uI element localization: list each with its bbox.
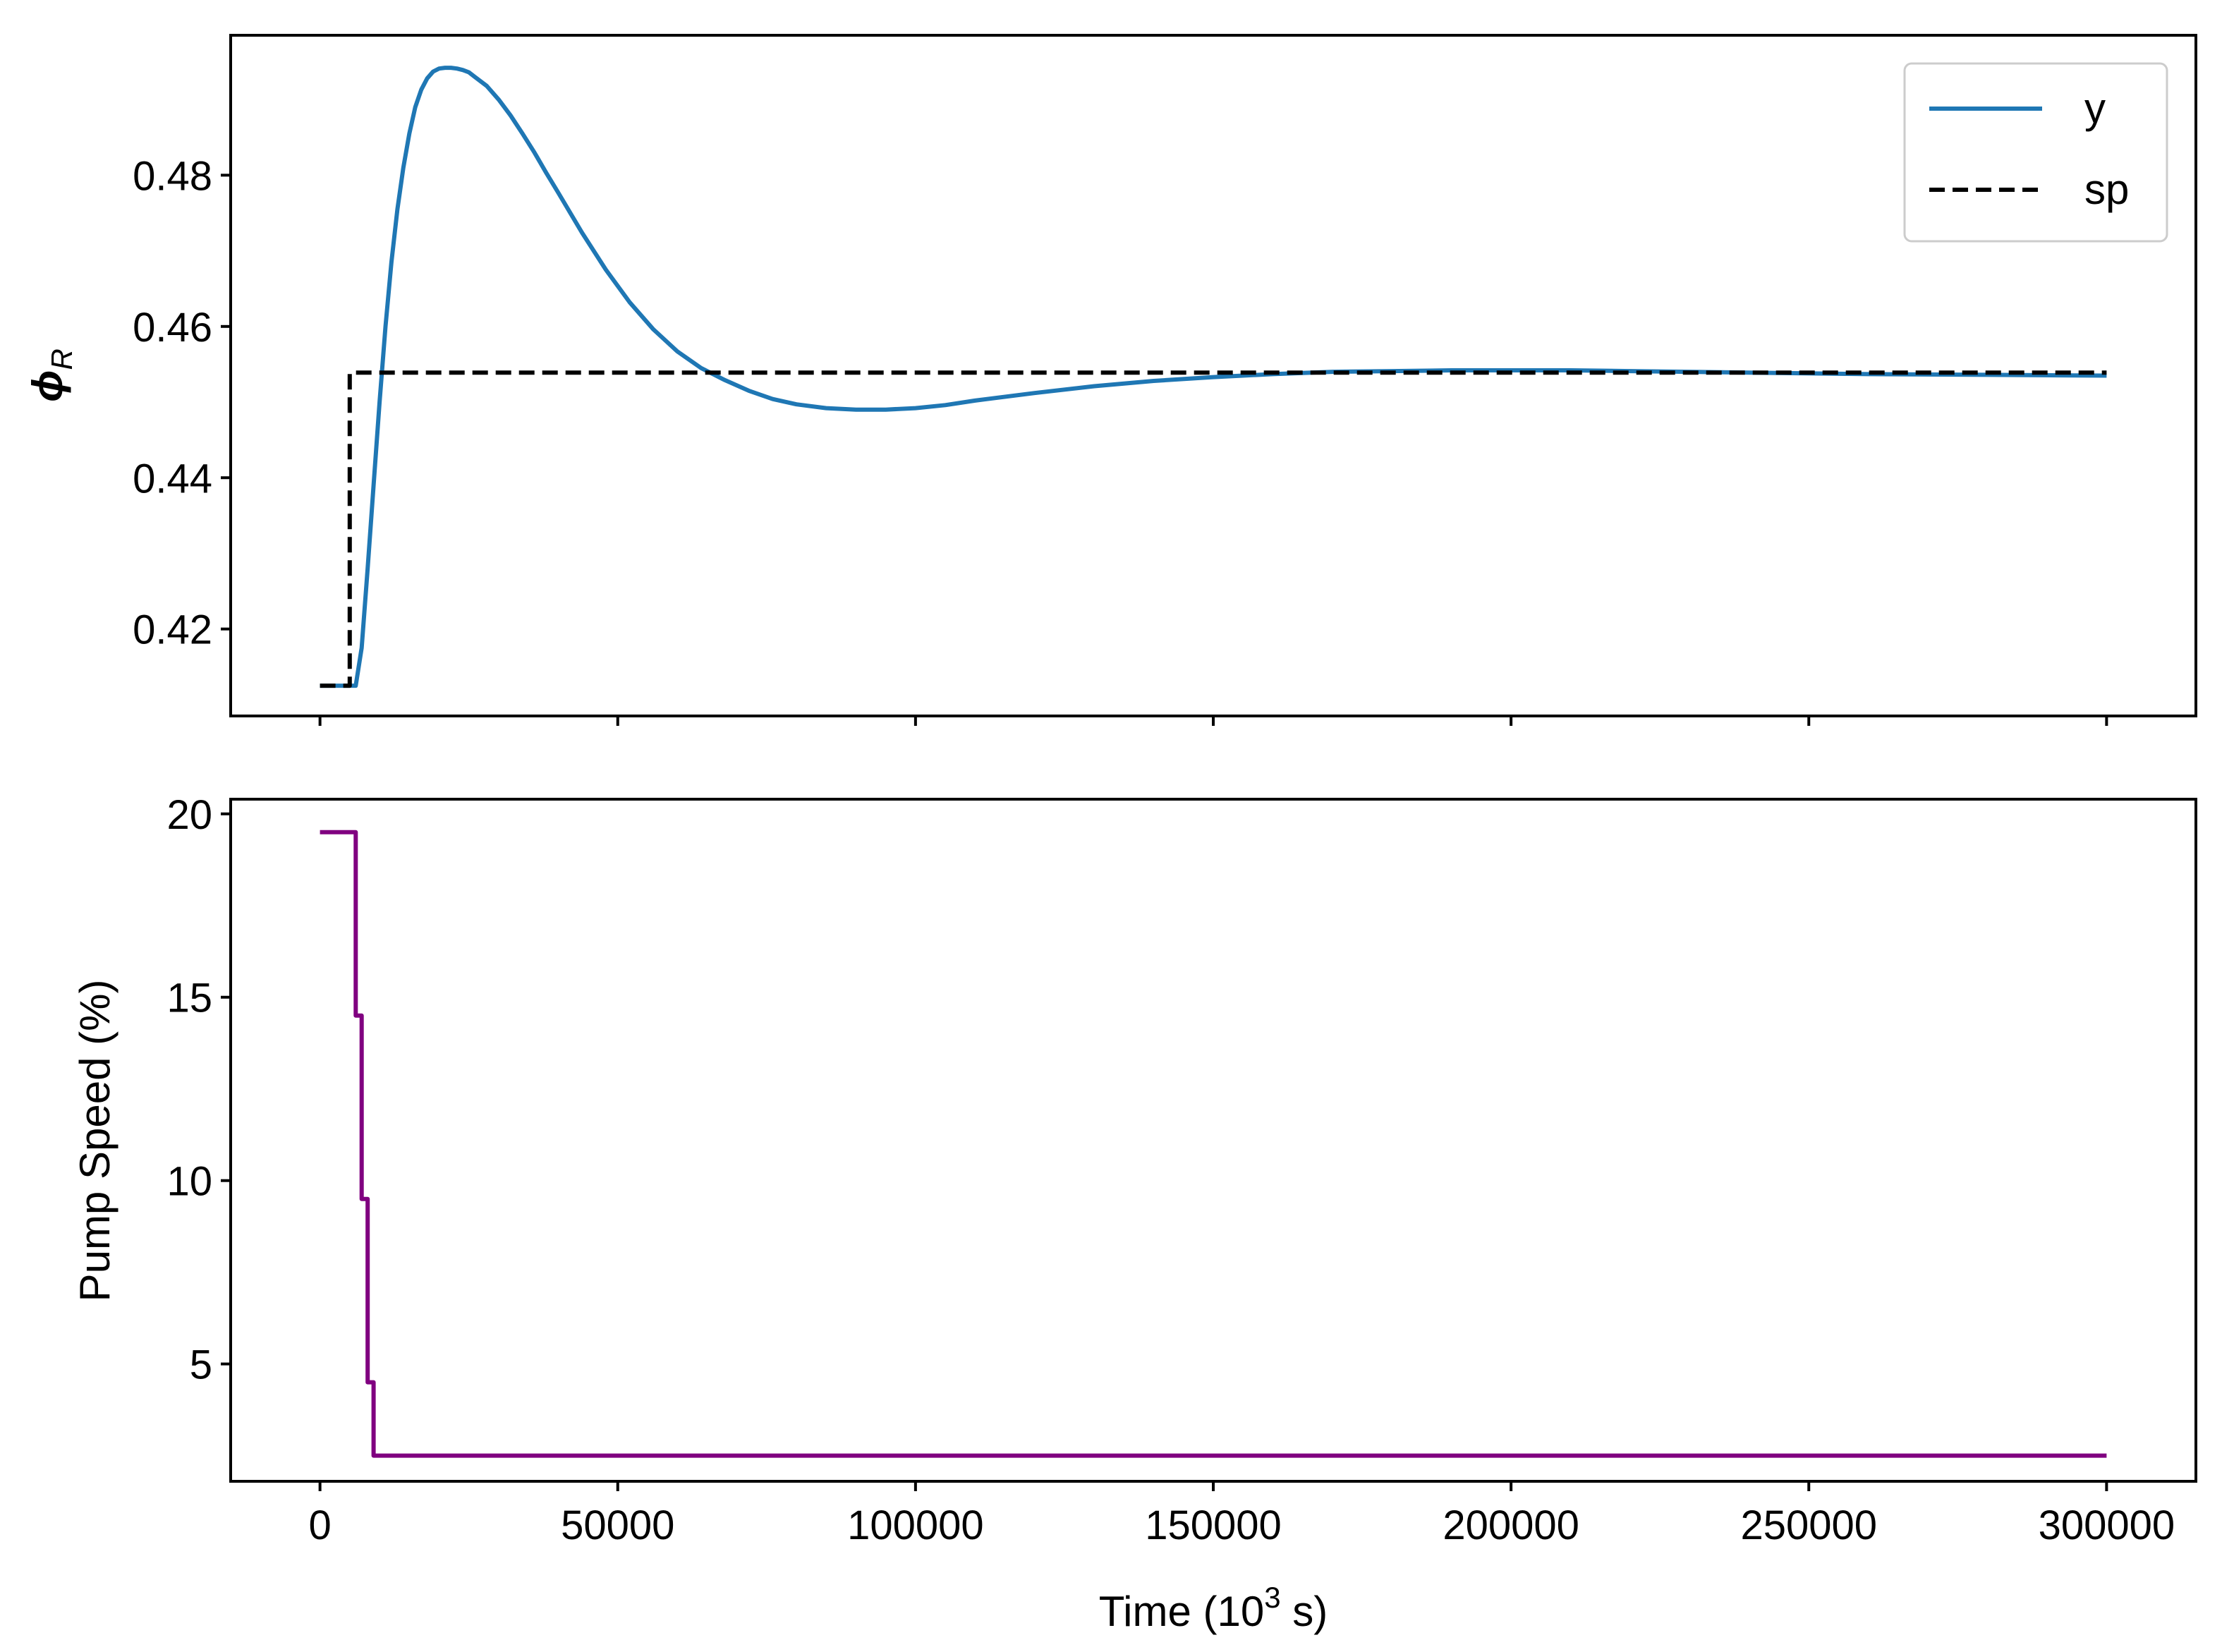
bottom-x-tick-label: 0 [309,1502,332,1548]
legend-label-sp: sp [2084,166,2129,213]
top-y-tick-label: 0.42 [133,607,212,653]
bottom-panel: 5 10 15 20 0 50000 100000 150000 200000 250000 30… [71,792,2197,1635]
bottom-series-pump-speed-line [320,830,2107,1458]
x-axis-label-sup: 3 [1264,1581,1280,1614]
top-series-sp-line [320,370,2107,688]
top-y-tick-label: 0.46 [133,305,212,351]
bottom-x-tick-label: 50000 [561,1502,674,1548]
bottom-x-tick-label: 250000 [1740,1502,1877,1548]
top-y-tick-label: 0.44 [133,456,212,502]
top-y-tick-label: 0.48 [133,153,212,199]
x-axis-label-post: s) [1281,1588,1328,1635]
bottom-x-tick-label: 150000 [1145,1502,1282,1548]
x-axis-label-main: Time (10 [1099,1588,1265,1635]
top-series-y-line [320,66,2107,688]
top-panel: 0.42 0.44 0.46 0.48 ϕR y sp [24,34,2197,726]
top-y-axis-label: ϕR [24,348,78,402]
top-y-axis-label-sub: R [45,348,78,370]
legend: y sp [1903,62,2168,243]
bottom-y-tick-label: 5 [190,1342,212,1388]
legend-box [1903,62,2168,243]
bottom-x-tick-label: 100000 [847,1502,984,1548]
top-y-axis-label-main: ϕ [24,370,71,401]
bottom-x-tick-label: 300000 [2039,1502,2175,1548]
bottom-x-tick-label: 200000 [1443,1502,1579,1548]
bottom-y-tick-label: 20 [166,792,212,838]
legend-label-y: y [2084,85,2106,132]
bottom-y-tick-label: 10 [166,1159,212,1205]
bottom-y-axis-label: Pump Speed (%) [71,980,119,1302]
x-axis-label: Time (103 s) [1099,1581,1328,1635]
bottom-y-tick-label: 15 [166,976,212,1021]
